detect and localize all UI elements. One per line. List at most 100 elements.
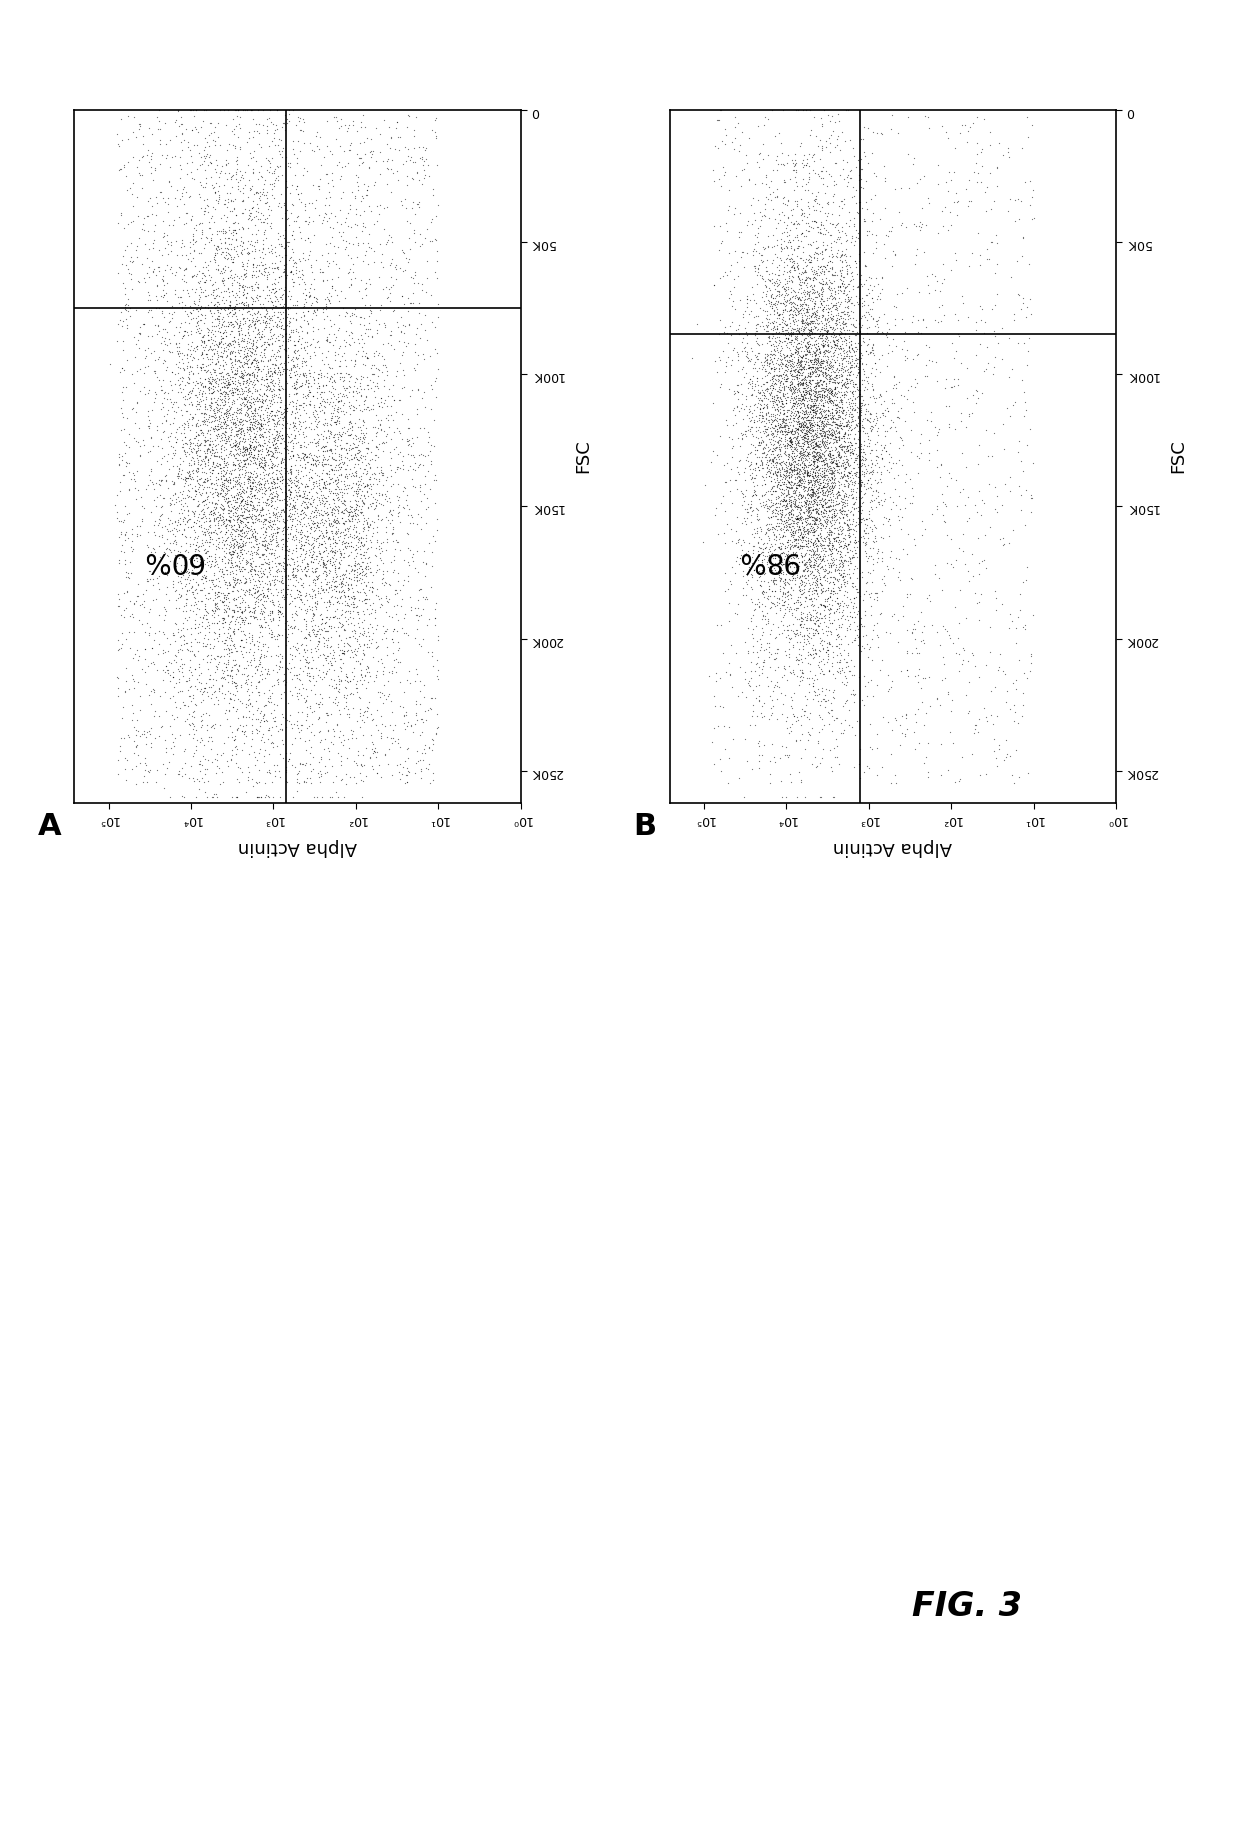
Point bbox=[342, 412, 362, 442]
Point bbox=[748, 301, 768, 330]
Point bbox=[304, 392, 324, 422]
Point bbox=[223, 299, 243, 328]
Point bbox=[755, 316, 775, 345]
Point bbox=[983, 725, 1003, 754]
Point bbox=[799, 613, 818, 642]
Point bbox=[409, 219, 429, 248]
Point bbox=[305, 402, 325, 431]
Point bbox=[281, 580, 301, 610]
Point bbox=[852, 173, 872, 203]
Point bbox=[192, 339, 212, 369]
Point bbox=[833, 548, 853, 577]
Point bbox=[304, 548, 324, 577]
Point bbox=[254, 312, 274, 341]
Point bbox=[254, 701, 274, 730]
Point bbox=[197, 677, 217, 706]
Point bbox=[180, 181, 200, 210]
Point bbox=[784, 208, 804, 237]
Point bbox=[768, 383, 787, 412]
Point bbox=[198, 325, 218, 354]
Point bbox=[797, 460, 817, 489]
Point bbox=[780, 533, 800, 562]
Point bbox=[821, 562, 841, 591]
Point bbox=[246, 750, 265, 779]
Point bbox=[181, 672, 201, 701]
Point bbox=[301, 653, 321, 683]
Point bbox=[794, 380, 813, 409]
Point bbox=[283, 398, 303, 427]
Point bbox=[215, 480, 234, 509]
Point bbox=[289, 527, 309, 557]
Point bbox=[295, 557, 315, 586]
Point bbox=[167, 332, 187, 361]
Point bbox=[823, 290, 843, 319]
Point bbox=[813, 287, 833, 316]
Point bbox=[166, 586, 186, 615]
Point bbox=[777, 495, 797, 524]
Point bbox=[350, 151, 370, 181]
Point bbox=[253, 431, 273, 460]
Point bbox=[361, 531, 381, 560]
Point bbox=[202, 595, 222, 624]
Point bbox=[942, 628, 962, 657]
Point bbox=[242, 467, 262, 496]
Point bbox=[219, 553, 239, 582]
Point bbox=[820, 429, 839, 458]
Point bbox=[275, 443, 295, 473]
Point bbox=[289, 639, 309, 668]
Point bbox=[768, 584, 787, 613]
Point bbox=[815, 423, 835, 453]
Point bbox=[770, 412, 790, 442]
Point bbox=[748, 506, 768, 535]
Point bbox=[192, 602, 212, 631]
Point bbox=[821, 387, 841, 416]
Point bbox=[810, 473, 830, 502]
Point bbox=[842, 537, 862, 566]
Point bbox=[216, 416, 236, 445]
Point bbox=[775, 310, 795, 339]
Point bbox=[216, 449, 236, 478]
Point bbox=[160, 151, 180, 181]
Point bbox=[192, 265, 212, 294]
Point bbox=[822, 420, 842, 449]
Point bbox=[789, 458, 808, 487]
Point bbox=[808, 460, 828, 489]
Point bbox=[195, 403, 215, 433]
Point bbox=[831, 531, 851, 560]
Point bbox=[348, 597, 368, 626]
Point bbox=[247, 460, 267, 489]
Point bbox=[875, 243, 895, 272]
Point bbox=[857, 405, 877, 434]
Point bbox=[366, 491, 386, 520]
Point bbox=[227, 765, 247, 794]
Point bbox=[246, 506, 265, 535]
Point bbox=[797, 392, 817, 422]
Point bbox=[241, 442, 260, 471]
Point bbox=[212, 385, 232, 414]
Point bbox=[784, 531, 804, 560]
Point bbox=[206, 234, 226, 263]
Point bbox=[253, 162, 273, 192]
Point bbox=[260, 478, 280, 507]
Point bbox=[253, 573, 273, 602]
Point bbox=[827, 515, 847, 544]
Point bbox=[221, 613, 241, 642]
Point bbox=[169, 668, 188, 697]
Point bbox=[1008, 602, 1028, 631]
Point bbox=[306, 595, 326, 624]
Point bbox=[278, 544, 298, 573]
Point bbox=[203, 558, 223, 588]
Point bbox=[278, 292, 298, 321]
Point bbox=[780, 285, 800, 314]
Point bbox=[773, 407, 792, 436]
Point bbox=[352, 208, 372, 237]
Point bbox=[841, 496, 861, 526]
Point bbox=[815, 358, 835, 387]
Point bbox=[213, 560, 233, 589]
Point bbox=[797, 336, 817, 365]
Point bbox=[766, 361, 786, 391]
Point bbox=[228, 325, 248, 354]
Point bbox=[817, 383, 837, 412]
Point bbox=[808, 361, 828, 391]
Point bbox=[356, 268, 376, 297]
